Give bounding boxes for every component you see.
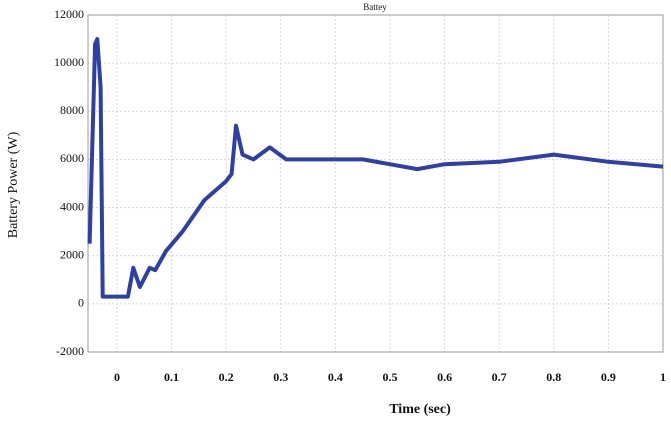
chart-title: Battey: [363, 2, 387, 12]
plot-frame: [87, 14, 664, 353]
x-tick-label: 0.3: [273, 370, 288, 384]
y-axis-label: Battery Power (W): [6, 131, 21, 238]
x-tick-label: 0.8: [546, 370, 561, 384]
x-tick-label: 0: [114, 370, 120, 384]
x-tick-label: 0.7: [492, 370, 507, 384]
x-tick-label: 0.4: [328, 370, 343, 384]
y-tick-label: 6000: [60, 151, 84, 165]
y-tick-label: 2000: [60, 247, 84, 261]
x-tick-label: 0.6: [437, 370, 452, 384]
x-tick-label: 0.2: [219, 370, 234, 384]
x-tick-label: 0.1: [164, 370, 179, 384]
y-tick-label: -2000: [56, 344, 84, 358]
y-tick-label: 10000: [54, 55, 84, 69]
x-tick-label: 0.9: [601, 370, 616, 384]
y-tick-label: 4000: [60, 199, 84, 213]
y-tick-label: 8000: [60, 103, 84, 117]
y-tick-label: 12000: [54, 7, 84, 21]
y-tick-label: 0: [78, 296, 84, 310]
x-axis-label: Time (sec): [389, 402, 451, 417]
x-tick-label: 1: [660, 370, 666, 384]
data-line: [87, 37, 664, 299]
x-tick-label: 0.5: [382, 370, 397, 384]
